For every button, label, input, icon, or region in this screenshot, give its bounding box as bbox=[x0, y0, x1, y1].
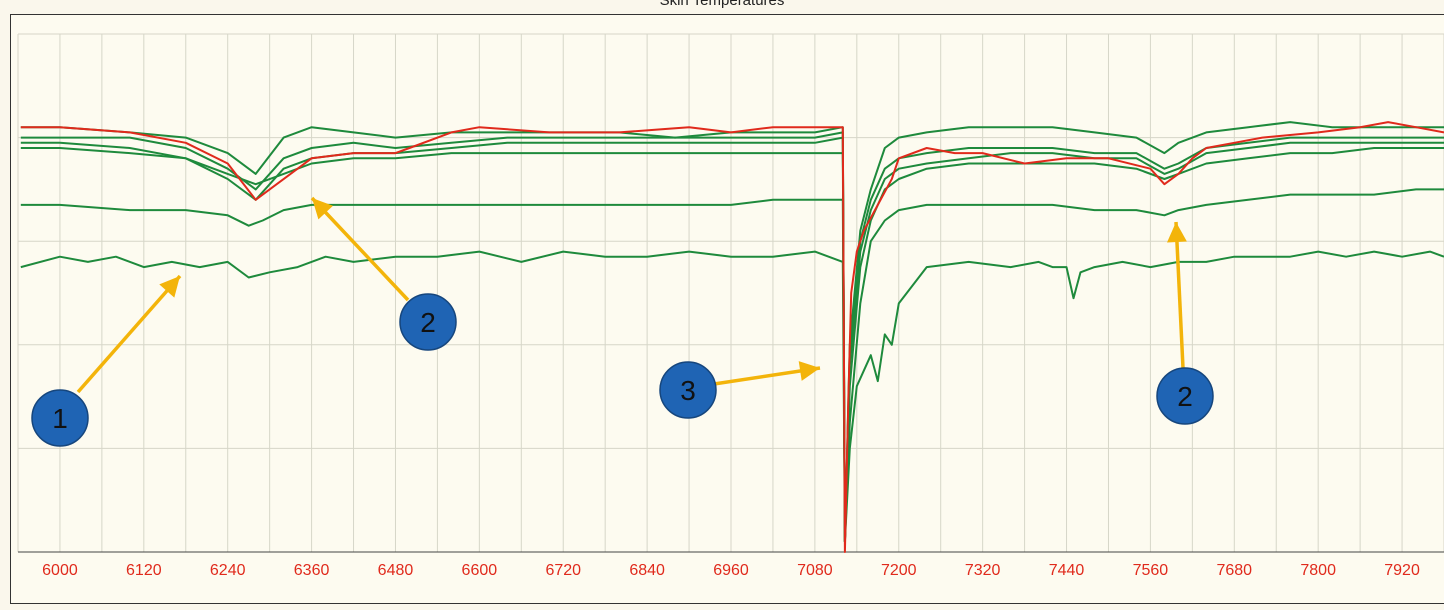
series-line-6 bbox=[20, 250, 1444, 543]
chart-frame bbox=[10, 14, 1444, 604]
x-tick-label: 7800 bbox=[1300, 562, 1336, 579]
x-tick-label: 7680 bbox=[1216, 562, 1252, 579]
callout-badge bbox=[399, 293, 457, 351]
arrow-head-icon bbox=[798, 361, 820, 381]
callout-label: 2 bbox=[420, 307, 436, 338]
callouts: 1 2 3 2 bbox=[31, 196, 1214, 447]
arrow-head-icon bbox=[312, 198, 333, 220]
callout-arrow bbox=[1174, 221, 1185, 369]
x-tick-label: 6240 bbox=[210, 562, 246, 579]
callout-badge bbox=[1156, 367, 1214, 425]
chart-title: Skin Temperatures bbox=[659, 0, 785, 9]
x-tick-label: 6960 bbox=[713, 562, 749, 579]
x-tick-label: 7320 bbox=[965, 562, 1001, 579]
x-tick-label: 7440 bbox=[1049, 562, 1085, 579]
callout-label: 3 bbox=[680, 375, 696, 406]
x-tick-label: 6360 bbox=[294, 562, 330, 579]
callout-label: 2 bbox=[1177, 381, 1193, 412]
arrow-head-icon bbox=[1167, 222, 1187, 243]
x-tick-label: 6600 bbox=[462, 562, 498, 579]
callout-arrow bbox=[76, 274, 182, 394]
x-tick-label: 7560 bbox=[1133, 562, 1169, 579]
x-tick-labels: 6000 6120 6240 6360 6480 6600 6720 6840 6960 7080… bbox=[42, 562, 1420, 579]
series-line-5 bbox=[20, 188, 1444, 543]
x-tick-label: 7920 bbox=[1384, 562, 1420, 579]
series-line-3 bbox=[20, 136, 1444, 543]
callout-badge bbox=[659, 361, 717, 419]
series-line-0 bbox=[20, 121, 1444, 553]
x-tick-label: 6000 bbox=[42, 562, 78, 579]
x-tick-label: 7080 bbox=[797, 562, 833, 579]
x-tick-label: 6720 bbox=[545, 562, 581, 579]
callout-arrow bbox=[310, 196, 410, 302]
x-tick-label: 6840 bbox=[629, 562, 665, 579]
callout-label: 1 bbox=[52, 403, 68, 434]
grid bbox=[17, 33, 1444, 553]
arrow-head-icon bbox=[159, 276, 180, 298]
x-tick-label: 6120 bbox=[126, 562, 162, 579]
x-tick-label: 7200 bbox=[881, 562, 917, 579]
x-tick-label: 6480 bbox=[378, 562, 414, 579]
callout-badge bbox=[31, 389, 89, 447]
series-lines bbox=[20, 121, 1444, 553]
series-line-2 bbox=[20, 131, 1444, 543]
